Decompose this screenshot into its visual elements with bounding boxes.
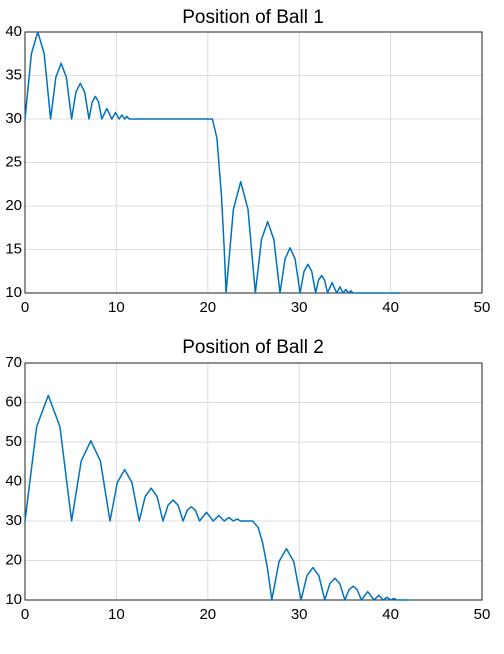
x-tick-label: 30 [291,606,308,623]
data-line [24,31,400,294]
x-tick-label: 50 [474,299,491,316]
x-tick-label: 0 [21,606,29,623]
x-tick-label: 40 [382,606,399,623]
axes-frame [24,31,483,294]
x-tick-label: 40 [382,299,399,316]
y-tick-label: 15 [5,240,22,257]
chart-title: Position of Ball 1 [182,7,324,28]
y-tick-label: 25 [5,153,22,170]
x-tick-label: 30 [291,299,308,316]
y-tick-label: 40 [5,472,22,489]
x-tick-label: 10 [108,606,125,623]
data-line [24,394,409,601]
y-tick-label: 10 [5,591,22,608]
y-tick-label: 10 [5,284,22,301]
x-tick-label: 0 [21,299,29,316]
y-tick-label: 35 [5,66,22,83]
y-tick-label: 70 [5,354,22,371]
x-tick-label: 10 [108,299,125,316]
y-tick-label: 20 [5,551,22,568]
x-tick-label: 20 [199,299,216,316]
y-tick-label: 60 [5,393,22,410]
y-tick-label: 40 [5,23,22,40]
y-tick-label: 30 [5,512,22,529]
y-tick-label: 50 [5,433,22,450]
y-tick-label: 30 [5,110,22,127]
y-tick-label: 20 [5,197,22,214]
axes-frame [24,362,483,601]
chart-title: Position of Ball 2 [182,337,324,358]
x-tick-label: 50 [474,606,491,623]
x-tick-label: 20 [199,606,216,623]
